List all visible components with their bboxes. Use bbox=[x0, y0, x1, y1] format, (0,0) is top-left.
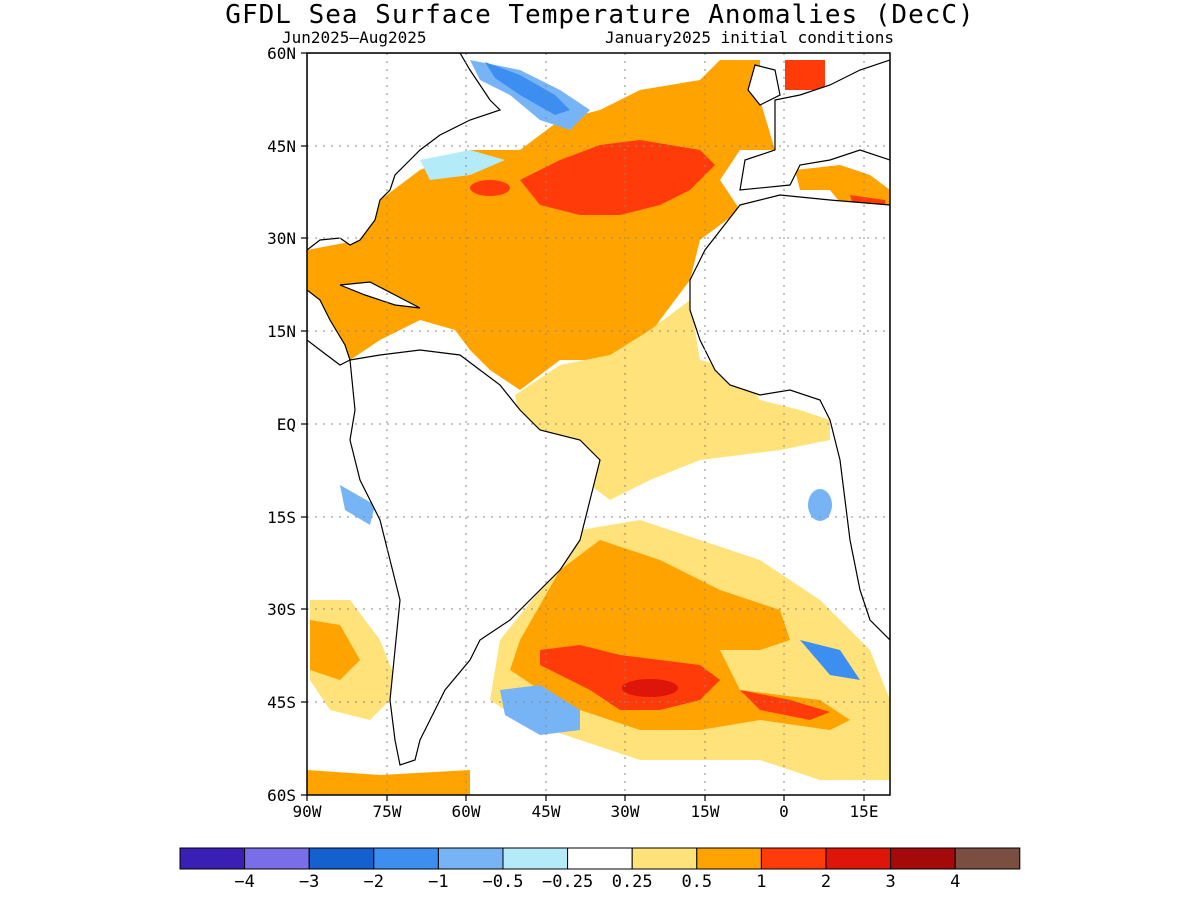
anomaly-region-south-atlantic-red bbox=[540, 645, 720, 710]
colorbar-label: −1 bbox=[428, 872, 449, 892]
lon-label: 45W bbox=[531, 802, 561, 821]
colorbar-swatch bbox=[890, 847, 956, 870]
colorbar-swatch bbox=[373, 847, 439, 870]
axis-ticks bbox=[301, 52, 865, 801]
lon-label: 30W bbox=[610, 802, 640, 821]
lon-label: 90W bbox=[292, 802, 322, 821]
anomaly-patch bbox=[800, 640, 860, 680]
lat-label: 15S bbox=[267, 508, 296, 527]
graticule bbox=[307, 53, 890, 795]
colorbar-swatch bbox=[567, 847, 633, 870]
lat-label: 15N bbox=[267, 322, 296, 341]
lon-label: 15E bbox=[849, 802, 879, 821]
lon-label: 75W bbox=[372, 802, 402, 821]
colorbar-label: 0.5 bbox=[681, 872, 713, 892]
colorbar-swatch bbox=[502, 847, 569, 870]
colorbar-swatch bbox=[244, 847, 310, 870]
colorbar-label: 3 bbox=[885, 872, 896, 892]
colorbar bbox=[179, 847, 1021, 870]
map-title: GFDL Sea Surface Temperature Anomalies (… bbox=[225, 0, 975, 30]
map-plot-area bbox=[307, 53, 890, 795]
season-label: Jun2025–Aug2025 bbox=[282, 28, 427, 47]
lat-label: EQ bbox=[276, 415, 296, 434]
land-cuba bbox=[339, 281, 421, 309]
lon-label: 60W bbox=[451, 802, 481, 821]
anomaly-core bbox=[622, 679, 678, 697]
colorbar-label: 0.25 bbox=[611, 872, 653, 892]
colorbar-swatch bbox=[631, 847, 698, 870]
colorbar-label: 1 bbox=[756, 872, 767, 892]
anomaly-patch bbox=[740, 690, 830, 720]
lat-label: 30S bbox=[267, 600, 296, 619]
colorbar-label: −3 bbox=[298, 872, 320, 892]
land-british-isles bbox=[747, 64, 781, 106]
colorbar-swatch bbox=[696, 847, 762, 870]
colorbar-label: −4 bbox=[234, 872, 255, 892]
anomaly-region-southwest-atlantic bbox=[500, 685, 580, 735]
init-conditions-label: January2025 initial conditions bbox=[605, 28, 894, 47]
colorbar-label: −2 bbox=[363, 872, 385, 892]
anomaly-patch bbox=[470, 180, 510, 196]
anomaly-region-central-north-atlantic bbox=[520, 140, 715, 215]
land-europe bbox=[739, 59, 890, 191]
anomaly-patch bbox=[307, 770, 470, 795]
colorbar-swatch bbox=[437, 847, 504, 870]
colorbar-swatch bbox=[825, 847, 892, 870]
land-africa bbox=[689, 194, 890, 641]
colorbar-label: 4 bbox=[950, 872, 961, 892]
colorbar-label: 2 bbox=[820, 872, 832, 892]
colorbar-swatch bbox=[179, 847, 246, 870]
colorbar-swatch bbox=[760, 847, 827, 870]
colorbar-swatch bbox=[954, 847, 1021, 870]
anomaly-patch bbox=[310, 620, 360, 680]
lat-label: 60N bbox=[267, 44, 296, 63]
anomaly-patch bbox=[485, 62, 570, 115]
lat-label: 45N bbox=[267, 137, 296, 156]
anomaly-region-north-atlantic bbox=[307, 60, 775, 390]
lat-label: 60S bbox=[267, 786, 296, 805]
anomaly-patch bbox=[808, 489, 832, 521]
land-south-america bbox=[349, 349, 601, 766]
lon-label: 15W bbox=[690, 802, 720, 821]
colorbar-label: −0.25 bbox=[542, 872, 594, 892]
colorbar-swatch bbox=[308, 847, 375, 870]
colorbar-label: −0.5 bbox=[482, 872, 524, 892]
anomaly-patch bbox=[420, 150, 505, 180]
anomaly-patch bbox=[340, 485, 375, 525]
anomaly-patch bbox=[785, 60, 825, 90]
lat-label: 45S bbox=[267, 693, 296, 712]
lon-label: 0 bbox=[779, 802, 789, 821]
lat-label: 30N bbox=[267, 229, 296, 248]
anomaly-region-equatorial-atlantic bbox=[515, 300, 830, 500]
